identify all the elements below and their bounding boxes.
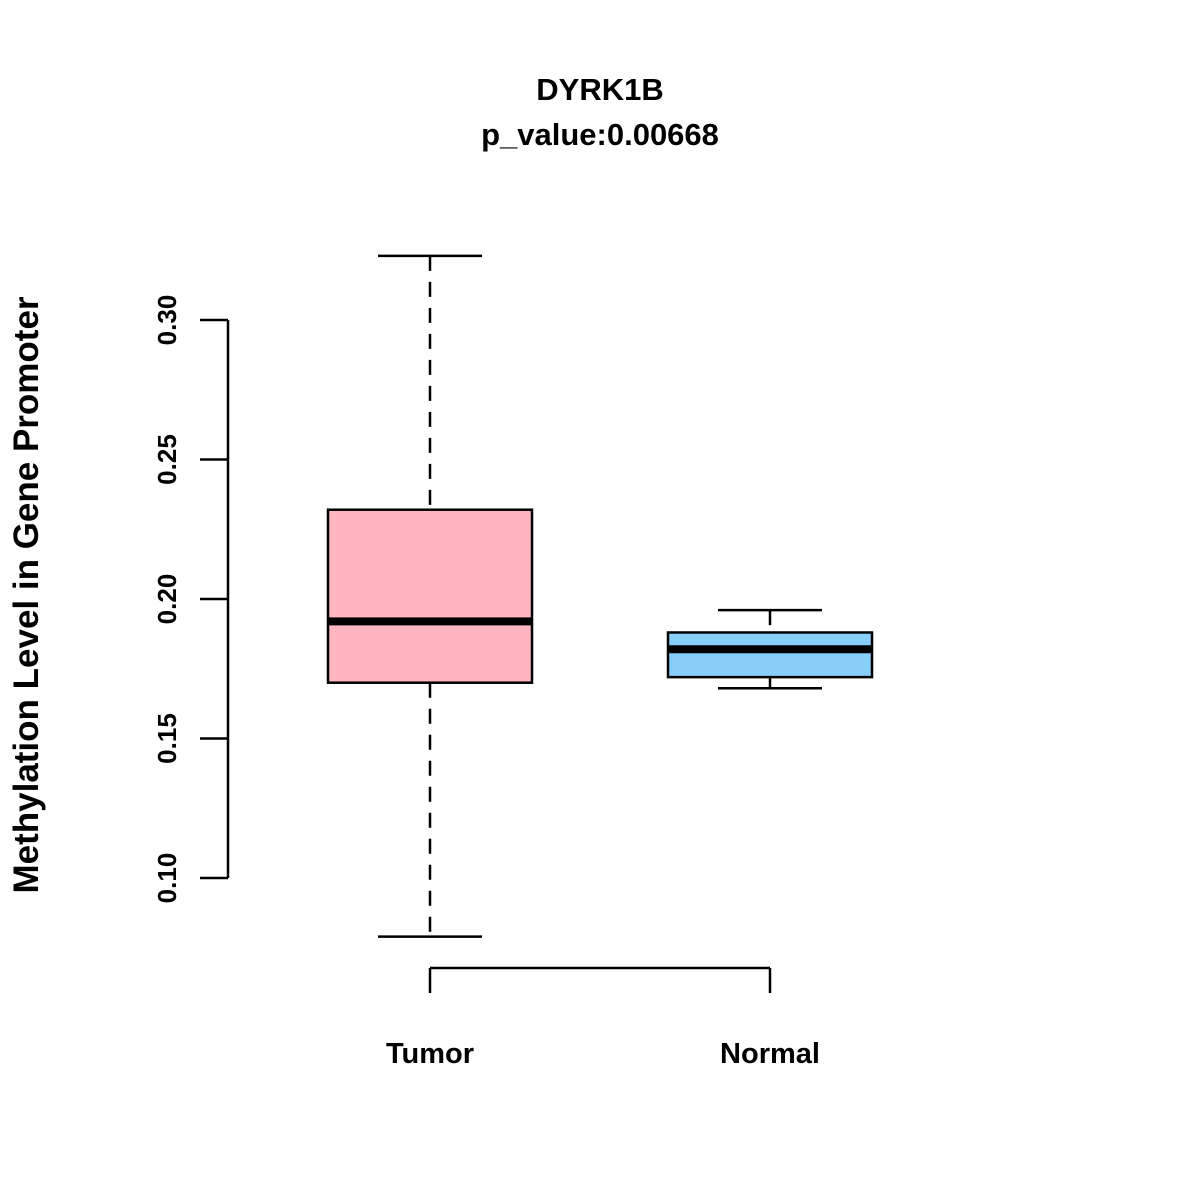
chart-title: DYRK1B [536, 72, 663, 107]
category-label-tumor: Tumor [386, 1038, 474, 1070]
plot-area: 0.10 0.15 0.20 0.25 0.30 Tumor Normal [152, 254, 874, 1070]
y-tick-label: 0.30 [152, 295, 182, 346]
tumor-box [326, 508, 534, 684]
y-tick-label: 0.10 [152, 853, 182, 904]
y-tick-label: 0.20 [152, 574, 182, 625]
normal-box [666, 631, 874, 679]
y-axis-label: Methylation Level in Gene Promoter [7, 296, 46, 893]
y-tick-label: 0.15 [152, 713, 182, 764]
category-label-normal: Normal [720, 1038, 820, 1070]
chart-subtitle: p_value:0.00668 [481, 117, 719, 152]
y-tick-label: 0.25 [152, 434, 182, 485]
